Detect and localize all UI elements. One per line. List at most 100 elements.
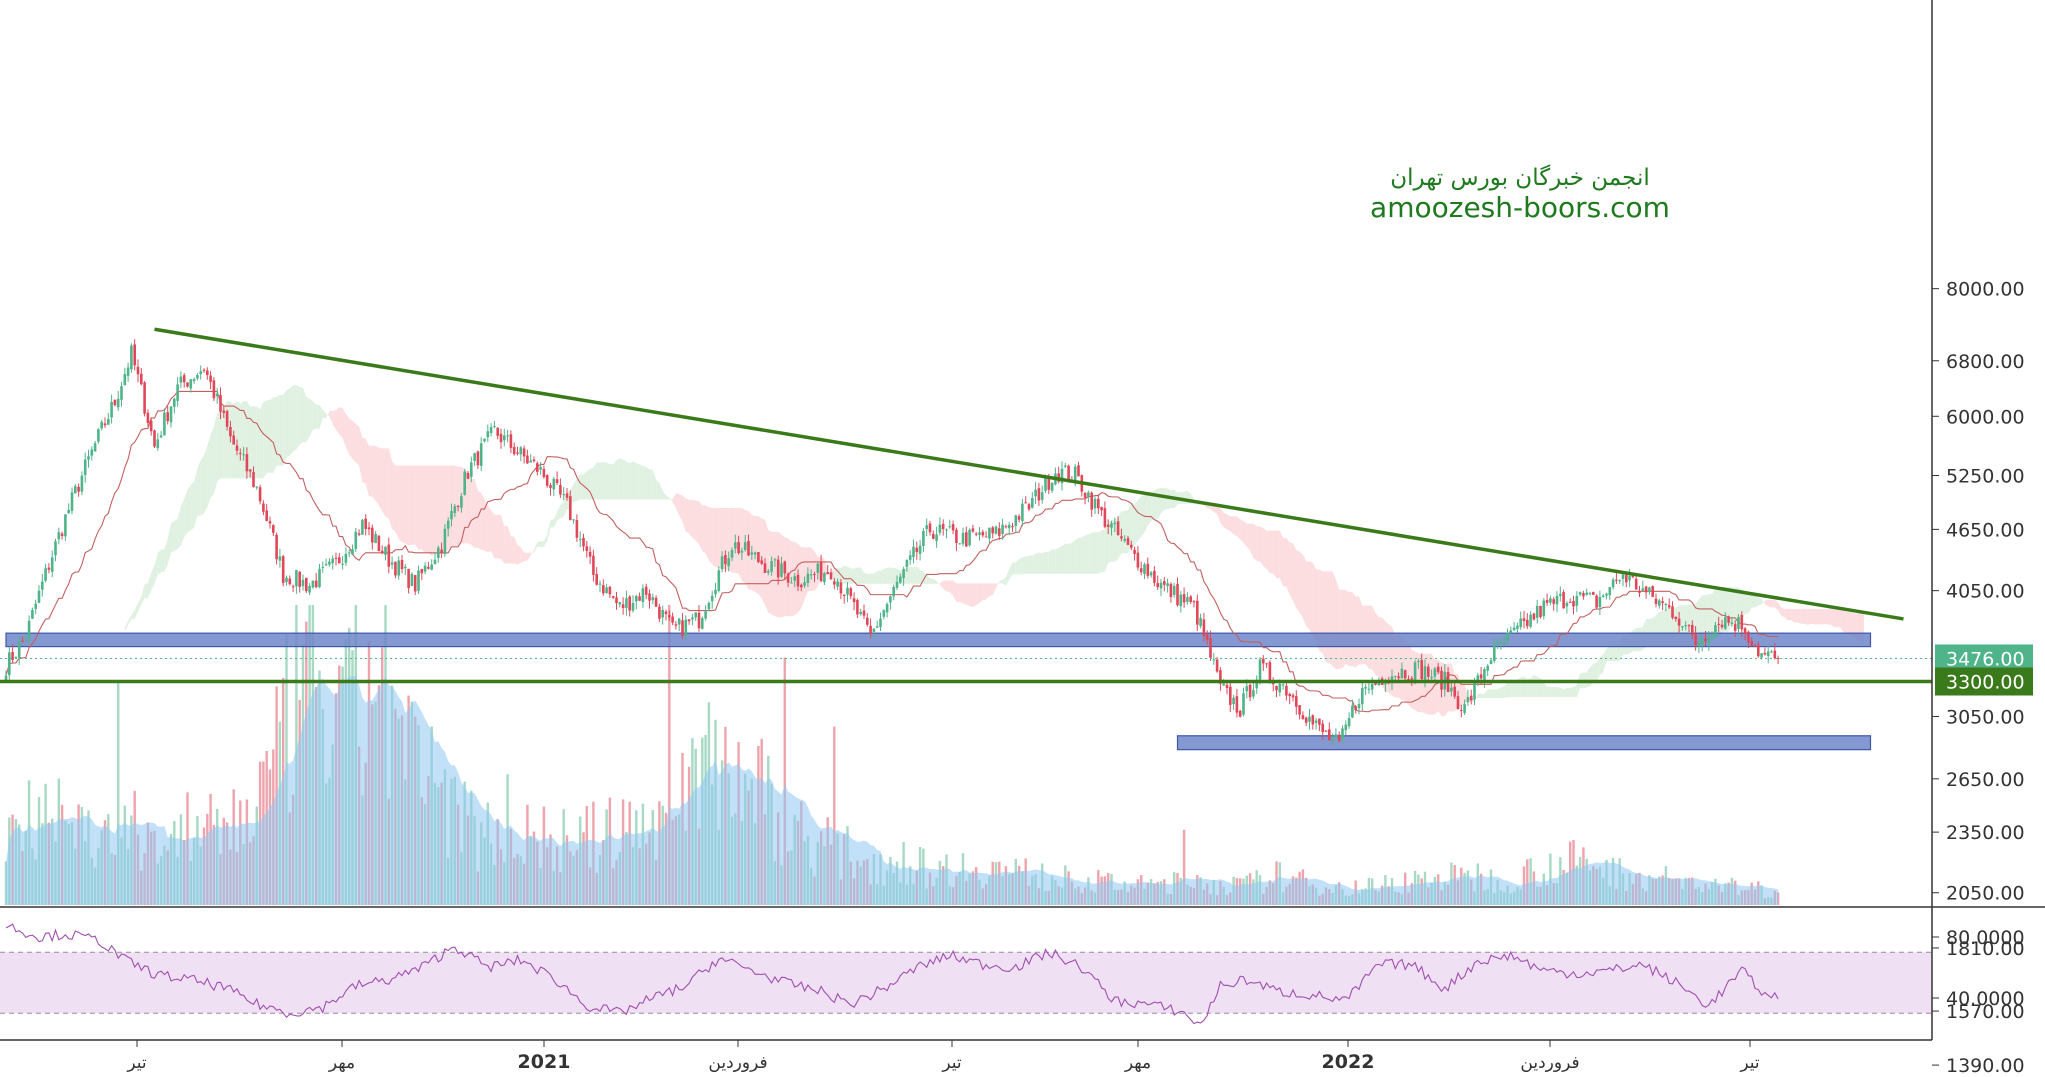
cloud-segment — [487, 505, 492, 553]
candle-body — [998, 528, 1001, 536]
cloud-segment — [672, 493, 676, 508]
candle-body — [1601, 595, 1605, 598]
candle-body — [450, 511, 453, 520]
support-zone-1[interactable] — [5, 632, 1872, 648]
candle-body — [1215, 659, 1219, 672]
candle-body — [559, 485, 562, 495]
candle-body — [1456, 696, 1460, 710]
x-tick-label: تیر — [941, 1053, 962, 1073]
candle-body — [1186, 597, 1189, 602]
candle-body — [796, 574, 800, 587]
cloud-segment — [279, 394, 284, 466]
candle-body — [935, 534, 938, 541]
cloud-segment — [936, 581, 940, 585]
candle-body — [866, 617, 869, 625]
cloud-segment — [1801, 608, 1805, 624]
candle-body — [374, 533, 377, 544]
cloud-segment — [1065, 543, 1069, 574]
rsi-tick-label: 80.0000 — [1946, 927, 2025, 949]
candle-body — [1268, 662, 1272, 681]
candle-body — [153, 430, 156, 447]
cloud-segment — [768, 529, 772, 615]
candle-body — [625, 598, 628, 608]
cloud-segment — [491, 510, 495, 559]
cloud-segment — [685, 498, 690, 534]
candle-body — [136, 366, 140, 375]
cloud-segment — [537, 541, 541, 547]
cloud-segment — [649, 469, 653, 500]
cloud-segment — [286, 388, 290, 458]
candle-body — [1512, 627, 1516, 631]
cloud-segment — [1533, 674, 1538, 698]
cloud-segment — [177, 506, 181, 549]
cloud-segment — [458, 466, 462, 546]
cloud-segment — [642, 465, 647, 500]
x-tick-label: 2022 — [1322, 1051, 1375, 1073]
candle-body — [87, 456, 90, 460]
cloud-segment — [1108, 520, 1112, 564]
candle-body — [390, 562, 394, 565]
cloud-segment — [1335, 579, 1340, 670]
candle-body — [1493, 644, 1496, 661]
candle-body — [651, 597, 655, 601]
candle-body — [1671, 606, 1674, 618]
cloud-segment — [1576, 672, 1581, 698]
candle-body — [1486, 665, 1489, 671]
candle-body — [1014, 515, 1018, 526]
cloud-segment — [240, 401, 244, 479]
cloud-segment — [596, 462, 600, 500]
candle-body — [767, 571, 770, 573]
downtrend-line[interactable] — [154, 327, 1904, 621]
candle-body — [314, 580, 318, 588]
candle-body — [948, 526, 952, 528]
cloud-segment — [303, 387, 307, 443]
cloud-segment — [342, 408, 346, 448]
candle-body — [347, 552, 351, 554]
candle-body — [918, 545, 922, 554]
cloud-segment — [1821, 608, 1825, 625]
cloud-segment — [619, 458, 624, 500]
support-zones[interactable] — [5, 632, 1872, 751]
candle-body — [242, 454, 245, 456]
candle-body — [984, 536, 988, 538]
candle-body — [130, 345, 133, 370]
candle-body — [1060, 468, 1064, 484]
volume-bar — [1776, 892, 1780, 905]
cloud-segment — [920, 569, 924, 584]
support-zone-2[interactable] — [1176, 735, 1872, 751]
candle-body — [833, 581, 836, 585]
candle-body — [872, 628, 876, 632]
cloud-segment — [514, 536, 518, 565]
cloud-segment — [1164, 487, 1168, 511]
candle-body — [1707, 637, 1711, 644]
cloud-segment — [1814, 608, 1818, 625]
candle-body — [169, 406, 173, 423]
candle-body — [31, 609, 34, 619]
candle-body — [1400, 668, 1404, 679]
candle-body — [526, 455, 529, 464]
cloud-segment — [1491, 689, 1495, 699]
candle-body — [413, 575, 417, 592]
candle-body — [440, 549, 443, 553]
candle-body — [1334, 734, 1338, 738]
cloud-segment — [1121, 510, 1125, 554]
cloud-segment — [1840, 608, 1845, 634]
cloud-segment — [1550, 686, 1554, 698]
cloud-segment — [481, 492, 485, 551]
y-tick-label: 2350.00 — [1946, 822, 2025, 844]
cloud-segment — [329, 410, 333, 425]
cloud-segment — [1771, 599, 1775, 608]
cloud-segment — [250, 406, 254, 479]
candle-body — [991, 527, 994, 534]
cloud-segment — [1837, 608, 1841, 628]
cloud-segment — [1306, 561, 1310, 630]
candle-body — [981, 531, 985, 536]
candle-body — [1017, 516, 1021, 520]
cloud-segment — [989, 583, 993, 597]
cloud-segment — [811, 547, 815, 591]
candle-body — [486, 431, 490, 438]
candle-body — [542, 468, 546, 478]
cloud-segment — [656, 479, 660, 500]
drawn-lines[interactable] — [0, 327, 1932, 684]
